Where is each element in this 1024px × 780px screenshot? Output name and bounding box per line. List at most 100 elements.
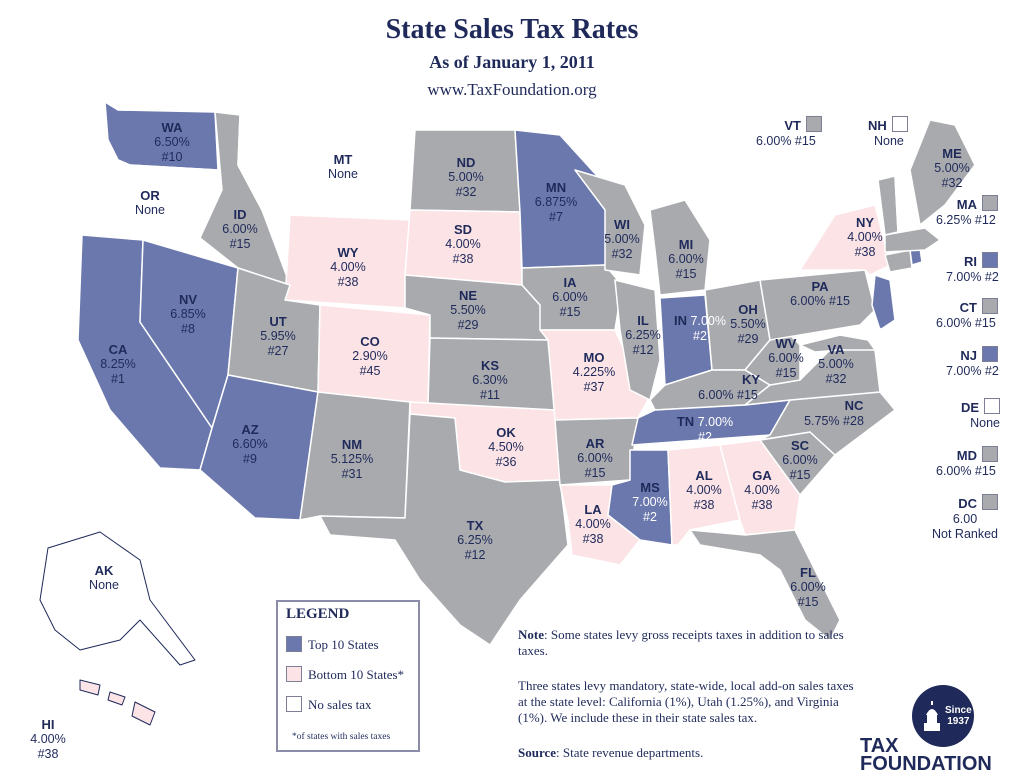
label-ut: UT 5.95% #27 — [260, 314, 295, 359]
side-nj-swatch — [982, 346, 998, 362]
side-ma-value: 6.25% #12 — [936, 213, 996, 227]
side-de-abbr: DE — [960, 400, 979, 415]
label-wi-rank: #32 — [611, 247, 633, 261]
label-sd-rank: #38 — [452, 252, 474, 266]
label-oh-rate: 5.50% — [730, 317, 766, 331]
label-va-abbr: VA — [827, 342, 845, 357]
label-ne-abbr: NE — [458, 288, 478, 303]
side-ct-abbr: CT — [959, 300, 977, 315]
label-ga-rate: 4.00% — [744, 483, 780, 497]
label-tn-abbr: TN — [676, 414, 695, 429]
label-co-abbr: CO — [360, 334, 380, 349]
label-pa: PA 6.00% #15 — [790, 279, 850, 309]
state-FL — [689, 529, 841, 641]
label-wv-abbr: WV — [775, 336, 797, 351]
side-nj-abbr: NJ — [960, 348, 977, 363]
label-nd-rate: 5.00% — [448, 170, 484, 184]
label-ky-rank: #15 — [737, 388, 758, 402]
label-wv-rate: 6.00% — [768, 351, 804, 365]
state-DE — [867, 321, 883, 346]
side-label-ct: CT 6.00% #15 — [936, 298, 998, 331]
legend-label-top: Top 10 States — [308, 637, 379, 652]
legend-label-bottom: Bottom 10 States* — [308, 667, 405, 682]
label-mt-rate: None — [328, 167, 358, 181]
logo-foundation: FOUNDATION — [860, 753, 992, 775]
label-nm-rank: #31 — [341, 467, 363, 481]
label-hi-abbr: HI — [41, 717, 55, 732]
state-MT — [237, 114, 416, 221]
addon-paragraph: Three states levy mandatory, state-wide,… — [518, 678, 854, 725]
side-ri-value: 7.00% #2 — [946, 270, 999, 284]
label-ar-rate: 6.00% — [577, 451, 613, 465]
label-or: OR None — [135, 188, 165, 218]
state-MD — [799, 334, 876, 353]
label-la-rank: #38 — [582, 532, 604, 546]
label-ks: KS 6.30% #11 — [472, 358, 507, 403]
label-ga: GA 4.00% #38 — [744, 468, 779, 513]
label-wi-rate: 5.00% — [604, 232, 640, 246]
label-mo: MO 4.225% #37 — [573, 350, 615, 395]
label-ok-abbr: OK — [496, 425, 516, 440]
label-nc-abbr: NC — [844, 398, 864, 413]
label-in-rate: 7.00% — [690, 314, 726, 328]
note-text: : Some states levy gross receipts taxes … — [518, 627, 844, 658]
label-il-abbr: IL — [637, 313, 649, 328]
side-de-value: None — [970, 416, 1000, 430]
label-ny-abbr: NY — [855, 215, 875, 230]
label-il-rank: #12 — [632, 343, 654, 357]
label-tx-rank: #12 — [464, 548, 486, 562]
label-az: AZ 6.60% #9 — [232, 422, 267, 467]
label-mo-rate: 4.225% — [572, 365, 616, 379]
logo-year: 1937 — [947, 716, 970, 727]
label-wa: WA 6.50% #10 — [154, 120, 189, 165]
label-ia: IA 6.00% #15 — [552, 275, 587, 320]
capitol-dome-icon — [924, 701, 940, 731]
label-wy-rate: 4.00% — [330, 260, 366, 274]
label-tx-rate: 6.25% — [457, 533, 493, 547]
label-ia-rate: 6.00% — [552, 290, 588, 304]
label-mn-abbr: MN — [545, 180, 567, 195]
label-ms-abbr: MS — [640, 480, 660, 495]
label-oh-rank: #29 — [737, 332, 759, 346]
label-va: VA 5.00% #32 — [818, 342, 853, 387]
label-az-rate: 6.60% — [232, 437, 268, 451]
label-nv: NV 6.85% #8 — [170, 292, 205, 337]
label-mi-rank: #15 — [675, 267, 697, 281]
label-va-rank: #32 — [825, 372, 847, 386]
label-nc: NC 5.75% #28 — [804, 398, 864, 429]
state-NJ — [871, 274, 896, 331]
label-ca-rate: 8.25% — [100, 357, 136, 371]
logo-since-word: Since — [945, 705, 972, 716]
label-tn: TN 7.00% #2 — [677, 414, 733, 445]
state-AK — [39, 531, 196, 666]
label-az-rank: #9 — [243, 452, 257, 466]
label-ga-abbr: GA — [752, 468, 772, 483]
label-ar-abbr: AR — [585, 436, 605, 451]
label-ne: NE 5.50% #29 — [450, 288, 485, 333]
side-ct-value: 6.00% #15 — [936, 316, 996, 330]
side-ma-swatch — [982, 195, 998, 211]
label-me: ME 5.00% #32 — [934, 146, 969, 191]
label-il-rate: 6.25% — [625, 328, 661, 342]
side-ri-swatch — [982, 252, 998, 268]
label-tx-abbr: TX — [466, 518, 484, 533]
label-nm-rate: 5.125% — [330, 452, 374, 466]
label-pa-rate: 6.00% — [790, 294, 826, 308]
legend-swatch-none — [286, 696, 302, 712]
label-hi: HI 4.00% #38 — [30, 717, 65, 762]
side-de-swatch — [984, 398, 1000, 414]
side-label-ri: RI 7.00% #2 — [946, 252, 999, 285]
source-url: www.TaxFoundation.org — [427, 80, 597, 99]
label-in: IN 7.00% #2 — [674, 313, 726, 344]
label-nc-rank: #28 — [843, 414, 864, 428]
label-ne-rate: 5.50% — [450, 303, 486, 317]
label-ca-abbr: CA — [108, 342, 128, 357]
note-label: Note — [518, 627, 544, 642]
label-al-rank: #38 — [693, 498, 715, 512]
legend-label-none: No sales tax — [308, 697, 372, 712]
legend-title: LEGEND — [286, 606, 350, 622]
label-fl-rank: #15 — [797, 595, 819, 609]
side-md-value: 6.00% #15 — [936, 464, 996, 478]
label-ut-abbr: UT — [269, 314, 287, 329]
label-nc-rate: 5.75% — [804, 414, 840, 428]
